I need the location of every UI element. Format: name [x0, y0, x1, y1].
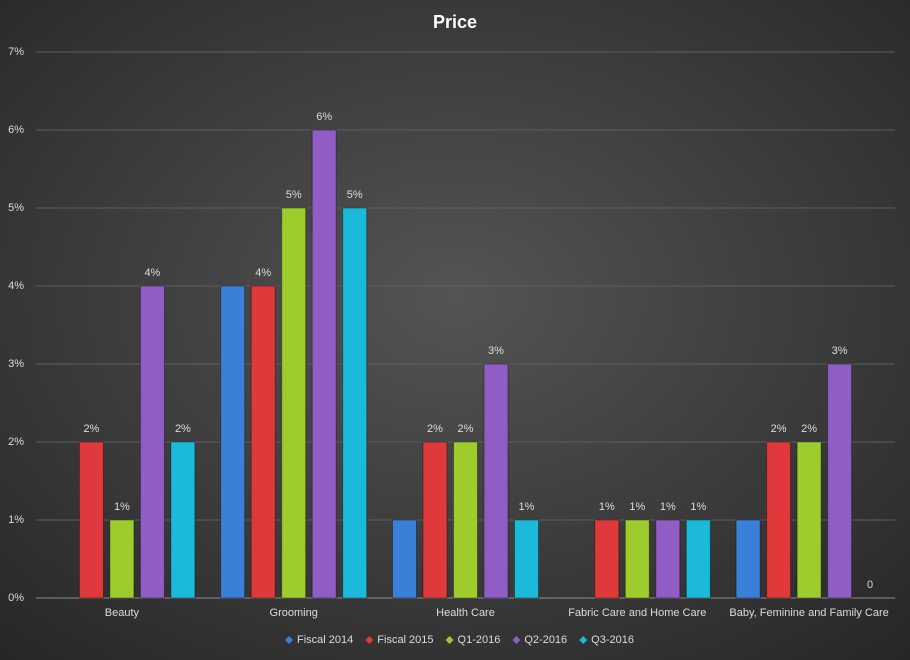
data-label: 2%: [771, 423, 787, 435]
bar: [514, 519, 539, 599]
legend-label: Fiscal 2015: [377, 634, 433, 646]
y-tick-label: 7%: [8, 46, 24, 58]
bar: [655, 519, 681, 599]
legend-marker: [579, 636, 588, 644]
data-label: 4%: [255, 267, 271, 279]
legend-label: Q1-2016: [458, 634, 501, 646]
bar: [311, 129, 337, 599]
bar: [624, 519, 650, 599]
bar: [281, 207, 307, 599]
data-label: 3%: [488, 345, 504, 357]
data-label: 6%: [316, 111, 332, 123]
y-tick-label: 1%: [8, 514, 24, 526]
bar: [109, 519, 135, 599]
data-label: 2%: [175, 423, 191, 435]
bar: [170, 441, 196, 599]
data-label: 2%: [427, 423, 443, 435]
chart-title: Price: [433, 12, 477, 32]
data-label: 1%: [629, 501, 645, 513]
bar: [594, 519, 620, 599]
data-label: 5%: [286, 189, 302, 201]
y-tick-label: 4%: [8, 280, 24, 292]
legend: Fiscal 2014 Fiscal 2015 Q1-2016 Q2-2016 Q3-2…: [285, 634, 634, 646]
x-tick-label: Fabric Care and Home Care: [568, 607, 706, 619]
data-label: 2%: [458, 423, 474, 435]
legend-marker: [285, 636, 294, 644]
data-label: 1%: [660, 501, 676, 513]
legend-label: Q3-2016: [591, 634, 634, 646]
data-label: 1%: [599, 501, 615, 513]
bar: [139, 285, 165, 599]
x-tick-label: Health Care: [436, 607, 495, 619]
bar: [342, 207, 368, 599]
bar: [422, 441, 448, 599]
bar: [483, 363, 509, 599]
data-label: 2%: [83, 423, 99, 435]
data-label: 1%: [114, 501, 130, 513]
y-tick-label: 0%: [8, 592, 24, 604]
data-label: 1%: [690, 501, 706, 513]
legend-marker: [365, 636, 374, 644]
legend-label: Fiscal 2014: [297, 634, 353, 646]
x-tick-label: Baby, Feminine and Family Care: [729, 607, 888, 619]
data-label: 5%: [347, 189, 363, 201]
bar: [685, 519, 711, 599]
y-tick-label: 2%: [8, 436, 24, 448]
bar: [827, 363, 853, 599]
y-tick-label: 5%: [8, 202, 24, 214]
legend-marker: [445, 636, 454, 644]
bar: [392, 519, 417, 599]
legend-label: Q2-2016: [524, 634, 567, 646]
bar: [250, 285, 276, 599]
data-label: 0: [867, 579, 873, 591]
data-label: 3%: [832, 345, 848, 357]
bar: [735, 519, 761, 599]
bar: [796, 441, 822, 599]
y-tick-label: 3%: [8, 358, 24, 370]
bar: [220, 285, 246, 599]
bar: [453, 441, 478, 599]
x-tick-label: Beauty: [105, 607, 140, 619]
data-label: 4%: [144, 267, 160, 279]
x-tick-label: Grooming: [270, 607, 318, 619]
bar: [766, 441, 792, 599]
data-label: 2%: [801, 423, 817, 435]
legend-marker: [512, 636, 521, 644]
data-label: 1%: [519, 501, 535, 513]
y-tick-label: 6%: [8, 124, 24, 136]
bar: [78, 441, 104, 599]
